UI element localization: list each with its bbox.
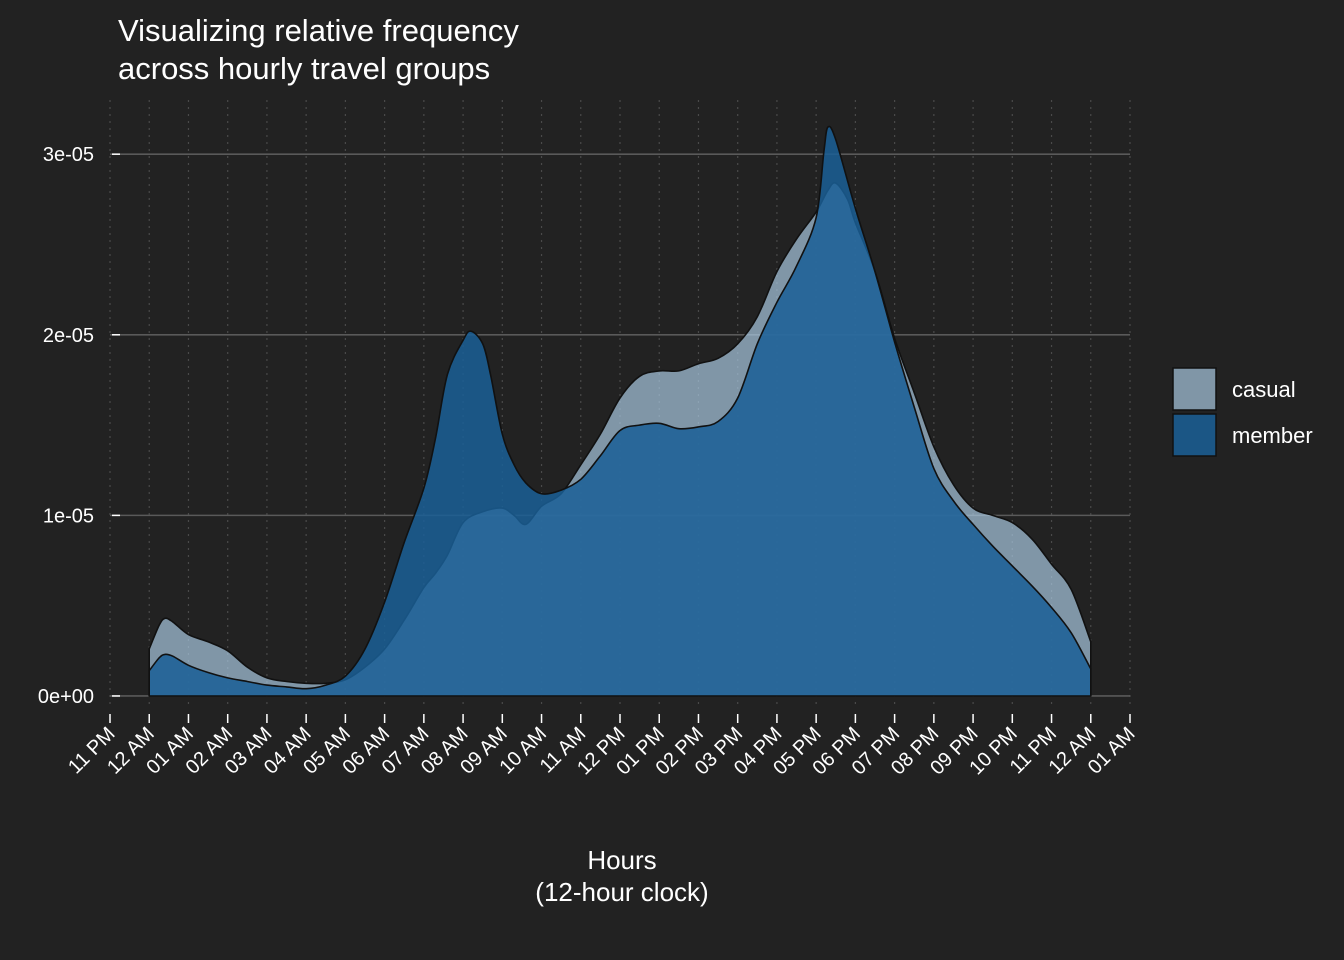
y-tick-label-2: 2e-05 [43,325,94,347]
y-tick-label-0: 0e+00 [38,686,94,708]
legend-item-casual: casual [1172,367,1296,411]
y-axis: 0e+00 1e-05 2e-05 3e-05 [38,144,120,708]
legend-swatch-casual [1172,367,1217,411]
legend-label-member: member [1232,423,1313,448]
x-axis-title-line-2: (12-hour clock) [535,877,708,907]
y-tick-label-3: 3e-05 [43,144,94,166]
legend-swatch-member [1172,413,1217,457]
chart-title-line-2: across hourly travel groups [118,51,490,86]
legend-label-casual: casual [1232,377,1296,402]
series-area-member [148,125,1092,697]
legend-item-member: member [1172,413,1313,457]
x-axis-title-line-1: Hours [587,845,656,875]
legend: casual member [1172,367,1313,457]
y-tick-label-1: 1e-05 [43,505,94,527]
series-layer [148,125,1092,697]
chart-title-line-1: Visualizing relative frequency [118,13,519,48]
